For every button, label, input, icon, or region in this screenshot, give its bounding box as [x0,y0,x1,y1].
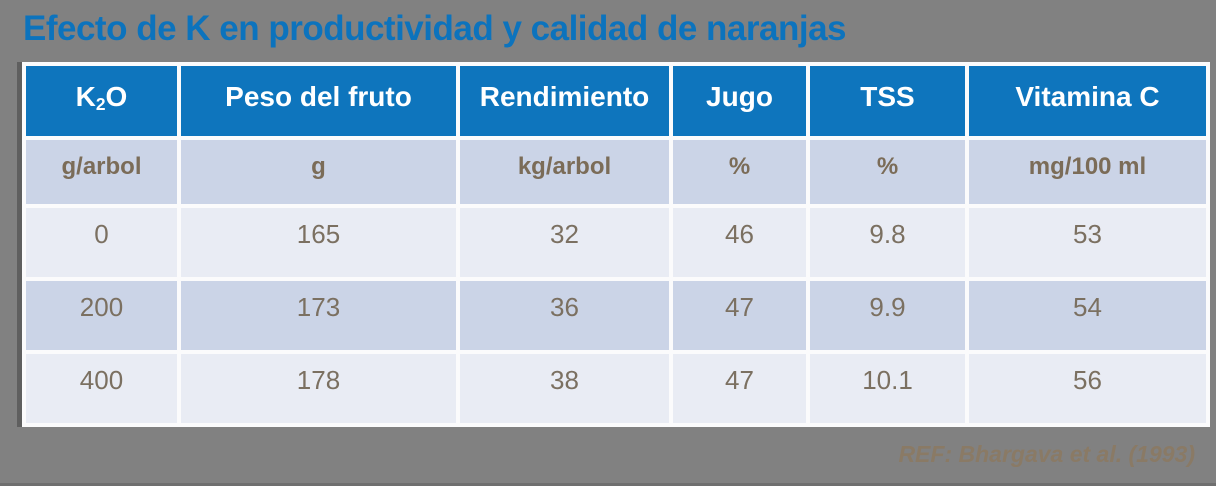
cell-k2o: 400 [26,354,177,423]
cell-rendimiento: 32 [460,208,669,277]
cell-vitamina-c: 54 [969,281,1206,350]
table-row: 200 173 36 47 9.9 54 [26,281,1206,350]
data-table: K2O Peso del fruto Rendimiento Jugo TSS … [17,62,1210,427]
k2o-base-text: K [75,81,96,112]
col-header-k2o: K2O [26,66,177,136]
cell-rendimiento: 38 [460,354,669,423]
col-header-vitamina-c: Vitamina C [969,66,1206,136]
unit-cell-jugo: % [673,140,806,204]
col-header-tss: TSS [810,66,965,136]
cell-vitamina-c: 53 [969,208,1206,277]
col-header-peso-del-fruto: Peso del fruto [181,66,456,136]
cell-jugo: 47 [673,354,806,423]
k2o-tail-text: O [105,81,128,112]
k2o-subscript: 2 [95,94,106,115]
cell-tss: 9.9 [810,281,965,350]
results-table: K2O Peso del fruto Rendimiento Jugo TSS … [22,62,1210,427]
unit-cell-k2o: g/arbol [26,140,177,204]
cell-rendimiento: 36 [460,281,669,350]
unit-cell-tss: % [810,140,965,204]
table-row: 0 165 32 46 9.8 53 [26,208,1206,277]
cell-peso: 173 [181,281,456,350]
col-header-jugo: Jugo [673,66,806,136]
cell-k2o: 200 [26,281,177,350]
header-row: K2O Peso del fruto Rendimiento Jugo TSS … [26,66,1206,136]
table-row: 400 178 38 47 10.1 56 [26,354,1206,423]
cell-peso: 178 [181,354,456,423]
units-row: g/arbol g kg/arbol % % mg/100 ml [26,140,1206,204]
reference-citation: REF: Bhargava et al. (1993) [898,441,1195,467]
cell-k2o: 0 [26,208,177,277]
unit-cell-vitamina-c: mg/100 ml [969,140,1206,204]
unit-cell-peso: g [181,140,456,204]
unit-cell-rendimiento: kg/arbol [460,140,669,204]
cell-jugo: 46 [673,208,806,277]
page-title: Efecto de K en productividad y calidad d… [23,9,847,48]
cell-peso: 165 [181,208,456,277]
cell-jugo: 47 [673,281,806,350]
cell-vitamina-c: 56 [969,354,1206,423]
cell-tss: 10.1 [810,354,965,423]
col-header-rendimiento: Rendimiento [460,66,669,136]
cell-tss: 9.8 [810,208,965,277]
